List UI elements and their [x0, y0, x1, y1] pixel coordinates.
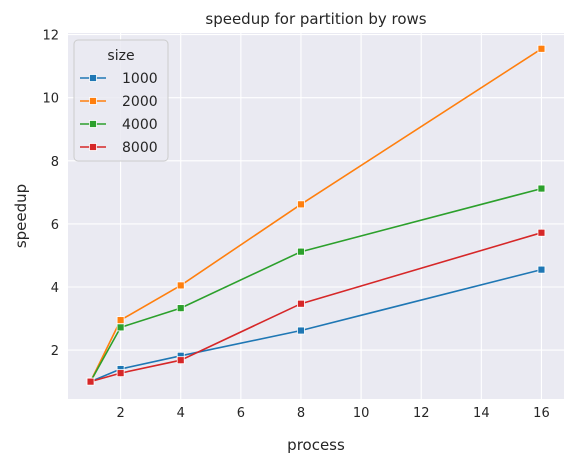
- data-point: [537, 228, 546, 237]
- legend-entry: 4000: [80, 117, 158, 133]
- x-tick-label: 12: [413, 406, 430, 421]
- series-lines: [86, 44, 546, 386]
- x-tick-label: 8: [297, 406, 305, 421]
- grid-lines: [68, 33, 564, 399]
- legend: size 1000 2000 4000 8000: [73, 39, 169, 162]
- y-tick-label: 12: [42, 29, 59, 44]
- tick-labels: 2 4 6 8 10 12 14 16 2 4 6 8 10 12: [42, 29, 549, 421]
- x-tick-label: 14: [473, 406, 490, 421]
- data-point: [297, 247, 305, 256]
- y-tick-label: 10: [42, 92, 59, 107]
- legend-marker: [89, 120, 97, 128]
- legend-marker: [89, 143, 97, 151]
- series-8000: [86, 228, 546, 386]
- data-point: [297, 200, 305, 209]
- data-point: [297, 299, 305, 308]
- data-point: [86, 377, 95, 386]
- y-tick-label: 2: [51, 344, 59, 359]
- y-tick-label: 6: [51, 218, 59, 233]
- legend-title: size: [107, 48, 134, 64]
- x-tick-label: 10: [353, 406, 370, 421]
- legend-label: 4000: [122, 117, 158, 133]
- x-tick-label: 4: [177, 406, 185, 421]
- data-point: [116, 323, 125, 332]
- data-point: [116, 369, 125, 378]
- legend-entry: 8000: [80, 140, 158, 156]
- data-point: [537, 44, 546, 53]
- legend-box: [73, 39, 169, 162]
- y-tick-label: 8: [51, 155, 59, 170]
- legend-label: 1000: [122, 71, 158, 87]
- data-point: [537, 184, 546, 193]
- x-tick-label: 2: [116, 406, 124, 421]
- legend-entry: 1000: [80, 71, 158, 87]
- chart-title: speedup for partition by rows: [205, 10, 426, 28]
- legend-marker: [89, 74, 97, 82]
- data-point: [297, 326, 305, 335]
- legend-marker: [89, 97, 97, 105]
- x-tick-label: 16: [533, 406, 550, 421]
- legend-label: 8000: [122, 140, 158, 156]
- x-tick-label: 6: [237, 406, 245, 421]
- legend-entry: 2000: [80, 94, 158, 110]
- y-tick-label: 4: [51, 281, 59, 296]
- x-axis-label: process: [287, 436, 345, 454]
- y-axis-label: speedup: [12, 184, 30, 248]
- data-point: [176, 304, 185, 313]
- data-point: [537, 265, 546, 274]
- data-point: [176, 281, 185, 290]
- data-point: [116, 316, 125, 325]
- data-point: [176, 356, 185, 365]
- legend-label: 2000: [122, 94, 158, 110]
